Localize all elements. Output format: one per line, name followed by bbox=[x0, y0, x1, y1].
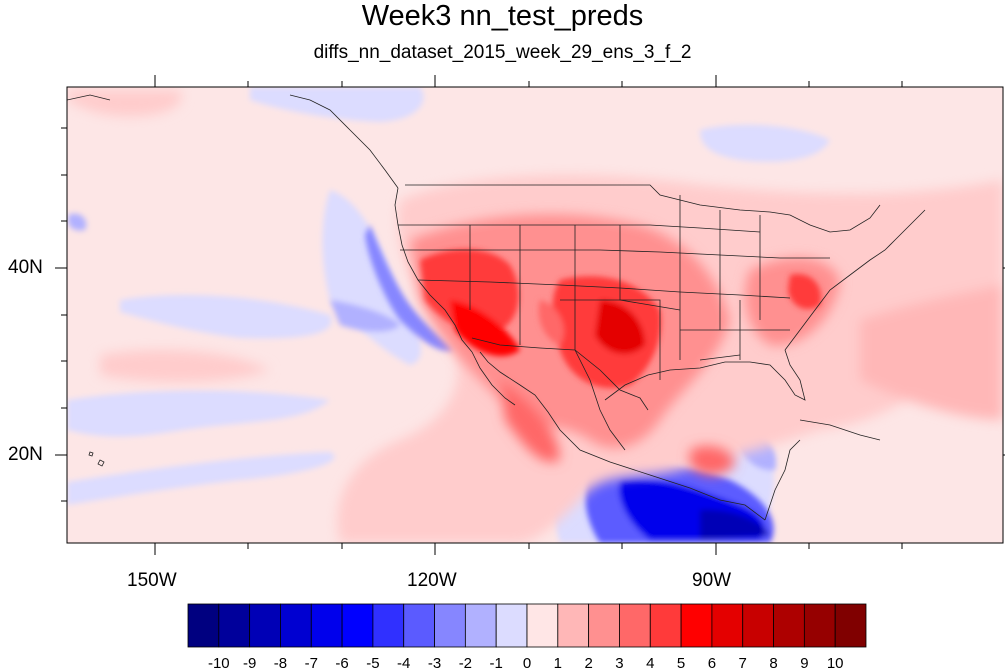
colorbar-swatch bbox=[619, 603, 651, 648]
colorbar-label: 0 bbox=[522, 655, 532, 672]
colorbar-swatch bbox=[680, 603, 713, 648]
colorbar-swatch bbox=[834, 603, 867, 648]
colorbar-label: 3 bbox=[615, 655, 624, 672]
lon-tick-120w: 120W bbox=[407, 570, 457, 591]
lon-tick-150w: 150W bbox=[127, 570, 177, 591]
colorbar-swatch bbox=[495, 603, 528, 648]
colorbar-label: 8 bbox=[769, 655, 778, 672]
colorbar-swatch bbox=[218, 603, 251, 648]
colorbar-swatch bbox=[711, 603, 744, 648]
colorbar-swatch bbox=[403, 603, 435, 648]
colorbar-swatch bbox=[341, 603, 374, 648]
lat-tick-20n: 20N bbox=[8, 444, 43, 465]
colorbar-label: -6 bbox=[335, 655, 349, 672]
page-title: Week3 nn_test_preds bbox=[361, 0, 644, 32]
colorbar-swatch bbox=[649, 603, 682, 648]
colorbar-swatch bbox=[187, 603, 220, 648]
colorbar-swatch bbox=[773, 603, 805, 648]
colorbar-label: 7 bbox=[738, 655, 747, 672]
colorbar-label: 2 bbox=[584, 655, 593, 672]
colorbar-label: -8 bbox=[273, 655, 288, 672]
axis-ticks bbox=[55, 75, 1005, 555]
colorbar-label: -10 bbox=[207, 655, 230, 672]
colorbar-label: -7 bbox=[304, 655, 318, 672]
colorbar-swatch bbox=[526, 603, 559, 648]
lon-tick-90w: 90W bbox=[692, 570, 732, 591]
page-subtitle: diffs_nn_dataset_2015_week_29_ens_3_f_2 bbox=[313, 42, 692, 63]
colorbar-label: -3 bbox=[427, 655, 442, 672]
map-outlines bbox=[67, 94, 926, 521]
colorbar-swatch bbox=[280, 603, 312, 648]
negative-anomaly-strong bbox=[68, 213, 776, 543]
colorbar-swatch bbox=[249, 603, 281, 648]
colorbar-swatch bbox=[588, 603, 620, 648]
colorbar-label: 10 bbox=[826, 655, 844, 672]
colorbar-label: -2 bbox=[458, 655, 473, 672]
colorbar-label: 5 bbox=[676, 655, 686, 672]
colorbar-swatch bbox=[557, 603, 590, 648]
map-field bbox=[67, 87, 1003, 543]
colorbar-label: 4 bbox=[646, 655, 655, 672]
colorbar-label: -4 bbox=[397, 655, 411, 672]
lat-tick-40n: 40N bbox=[8, 257, 43, 278]
colorbar-label: 1 bbox=[553, 655, 562, 672]
colorbar-label: 6 bbox=[707, 655, 717, 672]
colorbar-swatch bbox=[464, 603, 497, 648]
colorbar-label: -5 bbox=[366, 655, 380, 672]
colorbar-label: 9 bbox=[800, 655, 809, 672]
colorbar-swatch bbox=[803, 603, 836, 648]
colorbar-label: -9 bbox=[242, 655, 257, 672]
colorbar-swatch bbox=[310, 603, 343, 648]
colorbar-label: -1 bbox=[489, 655, 503, 672]
colorbar-swatch bbox=[434, 603, 466, 648]
colorbar-swatch bbox=[372, 603, 405, 648]
colorbar bbox=[187, 603, 867, 648]
colorbar-swatch bbox=[742, 603, 774, 648]
